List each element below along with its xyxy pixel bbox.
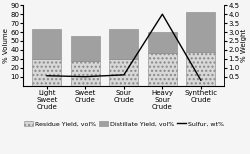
Bar: [186, 12, 215, 52]
Bar: [148, 32, 177, 53]
Y-axis label: % Weight: % Weight: [241, 29, 247, 62]
Bar: [71, 61, 100, 86]
Bar: [110, 29, 138, 59]
Legend: Residue Yield, vol%, Distillate Yield, vol%, Sulfur, wt%: Residue Yield, vol%, Distillate Yield, v…: [21, 118, 227, 129]
Y-axis label: % Volume: % Volume: [3, 28, 9, 63]
Bar: [32, 29, 61, 59]
Bar: [71, 36, 100, 61]
Bar: [148, 53, 177, 86]
Bar: [32, 59, 61, 86]
Bar: [110, 59, 138, 86]
Bar: [186, 52, 215, 86]
